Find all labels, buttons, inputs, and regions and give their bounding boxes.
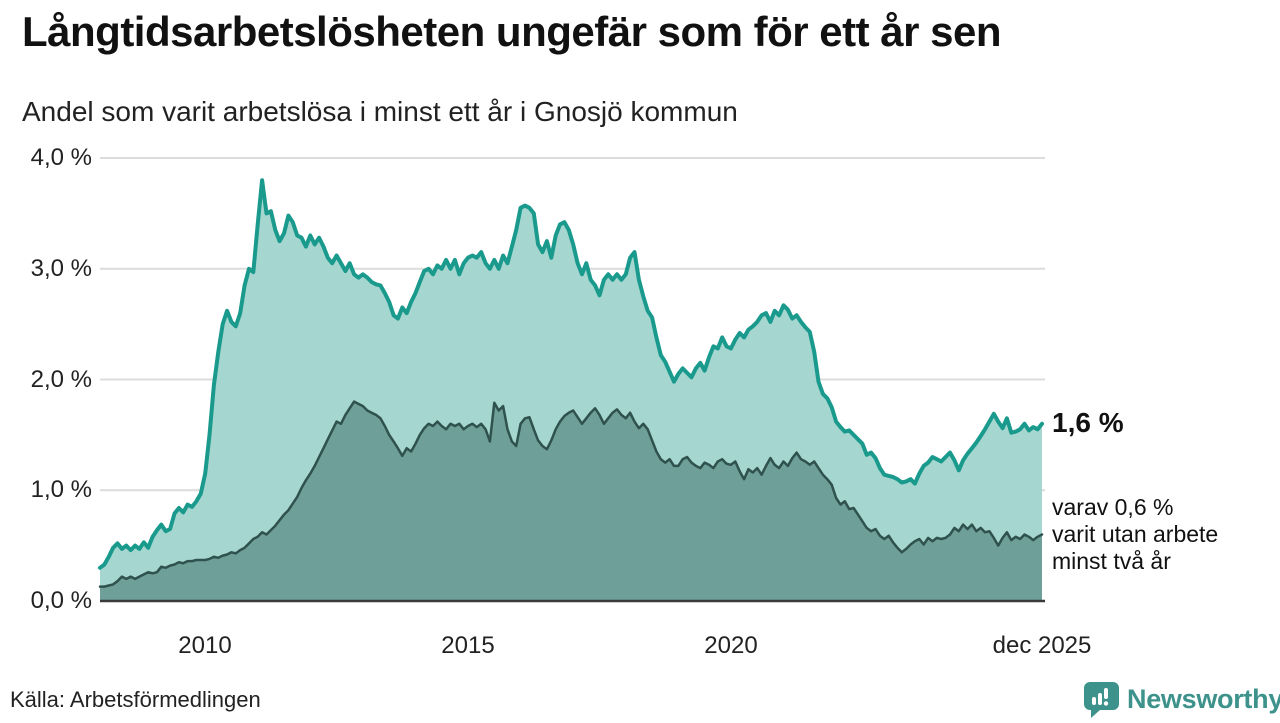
newsworthy-icon <box>1083 681 1120 718</box>
line-minst-tva-ar <box>98 400 1044 588</box>
y-tick-label: 0,0 % <box>30 587 92 614</box>
line-minst-ett-ar <box>98 178 1044 570</box>
note-line: varav 0,6 % <box>1052 493 1174 520</box>
secondary-note: varav 0,6 % varit utan arbete minst två … <box>1052 494 1218 575</box>
y-tick-label: 1,0 % <box>30 476 92 504</box>
source-label: Källa: Arbetsförmedlingen <box>10 687 261 712</box>
x-tick-label: dec 2025 <box>992 632 1092 659</box>
x-tick-label: 2015 <box>441 632 495 659</box>
page-title: Långtidsarbetslösheten ungefär som för e… <box>22 8 1002 55</box>
latest-value-label: 1,6 % <box>1052 406 1124 438</box>
x-tick-label: 2020 <box>704 632 758 659</box>
newsworthy-wordmark: Newsworthy <box>1127 684 1280 714</box>
note-line: minst två år <box>1052 547 1171 574</box>
note-line: varit utan arbete <box>1052 520 1219 547</box>
chart-subtitle: Andel som varit arbetslösa i minst ett å… <box>22 96 738 127</box>
area-minst-tva-ar <box>100 401 1042 601</box>
y-tick-label: 3,0 % <box>30 254 92 282</box>
newsworthy-logo: Newsworthy <box>1083 681 1280 718</box>
x-tick-label: 2010 <box>178 632 232 659</box>
y-tick-label: 4,0 % <box>30 144 92 171</box>
y-tick-label: 2,0 % <box>30 365 92 393</box>
